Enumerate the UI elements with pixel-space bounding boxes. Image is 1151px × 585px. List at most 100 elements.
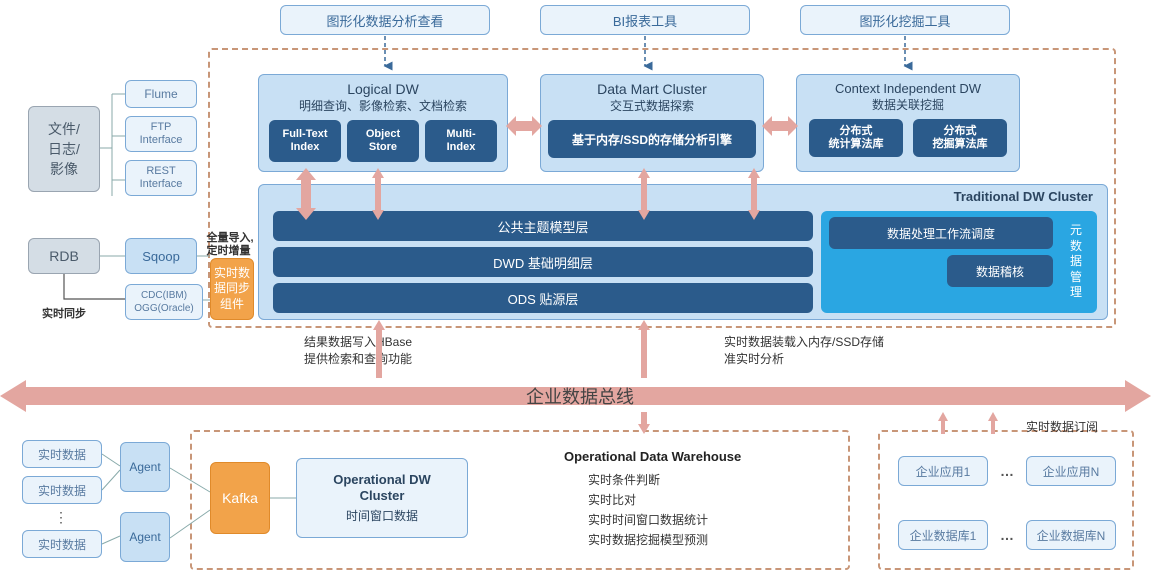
rdb-box: RDB (28, 238, 100, 274)
odw-item-text: 实时比对 (588, 491, 636, 508)
cdc-box: CDC(IBM) OGG(Oracle) (125, 284, 203, 320)
dots: … (1000, 527, 1014, 543)
dots: … (1000, 463, 1014, 479)
file-log-image-label: 文件/ 日志/ 影像 (48, 119, 80, 179)
mid-note-right-text: 实时数据装载入内存/SSD存储 准实时分析 (724, 334, 884, 368)
biarrow-logical-datamart (506, 114, 542, 138)
subscribe-label: 实时数据订阅 (1002, 418, 1122, 434)
dw-layer: 公共主题模型层 (273, 211, 813, 241)
realtime-data-label: 实时数据 (38, 482, 86, 499)
app-label: 企业应用N (1043, 463, 1100, 480)
dw-layer: ODS 贴源层 (273, 283, 813, 313)
app-box: 企业数据库N (1026, 520, 1116, 550)
ellipsis-vert: ⋮ (52, 505, 72, 529)
module-label: Multi- Index (446, 128, 475, 154)
app-box: 企业应用1 (898, 456, 988, 486)
realtime-data-box-1: 实时数据 (22, 440, 102, 468)
context-dw-panel: Context Independent DW 数据关联挖掘 分布式 统计算法库 … (796, 74, 1020, 172)
biarrow-v-4 (748, 168, 760, 220)
realtime-data-label: 实时数据 (38, 446, 86, 463)
logical-dw-module: Multi- Index (425, 120, 497, 162)
conn-rt-agent (102, 452, 122, 562)
module-label: Full-Text Index (282, 128, 327, 154)
top-tool-viz: 图形化数据分析查看 (280, 5, 490, 35)
cdc-label: CDC(IBM) OGG(Oracle) (134, 289, 193, 315)
app-box: 企业应用N (1026, 456, 1116, 486)
arrow-bus-down (638, 412, 650, 434)
odw-title-text: Operational Data Warehouse (564, 449, 741, 464)
bus-label-text: 企业数据总线 (526, 383, 634, 409)
dw-side-label: 数据稽核 (976, 263, 1024, 280)
conn-agent-kafka (170, 466, 210, 540)
odw-item: 实时条件判断 (588, 470, 808, 488)
kafka-label: Kafka (222, 490, 258, 506)
rdb-note: 实时同步 (28, 304, 100, 322)
dw-side: 数据处理工作流调度 (829, 217, 1053, 249)
app-dots: … (994, 456, 1020, 486)
module-label: 分布式 统计算法库 (829, 125, 884, 151)
bus-label: 企业数据总线 (490, 382, 670, 410)
sync-component-box: 实时数 据同步 组件 (210, 258, 254, 320)
adapter-flume: Flume (125, 80, 197, 108)
conn-rdb-sqoop (100, 254, 125, 258)
dw-side-wrapper: 数据处理工作流调度 数据稽核 元 数 据 管 理 (821, 211, 1097, 313)
odw-item: 实时比对 (588, 490, 808, 508)
agent-box-2: Agent (120, 512, 170, 562)
odw-item: 实时时间窗口数据统计 (588, 510, 808, 528)
app-box: 企业数据库1 (898, 520, 988, 550)
adapter-label: REST Interface (140, 165, 183, 191)
adapter-label: Flume (144, 87, 177, 101)
adapter-rest: REST Interface (125, 160, 197, 196)
context-dw-module: 分布式 统计算法库 (809, 119, 903, 157)
conn-adapters (100, 92, 130, 202)
odw-cluster-sub: 时间窗口数据 (346, 507, 418, 524)
data-mart-panel: Data Mart Cluster 交互式数据探索 基于内存/SSD的存储分析引… (540, 74, 764, 172)
context-dw-subtitle: 数据关联挖掘 (872, 96, 944, 113)
odw-title: Operational Data Warehouse (564, 446, 824, 466)
file-log-image-box: 文件/ 日志/ 影像 (28, 106, 100, 192)
top-tool-bi: BI报表工具 (540, 5, 750, 35)
odw-item-text: 实时时间窗口数据统计 (588, 511, 708, 528)
odw-item-text: 实时数据挖掘模型预测 (588, 531, 708, 548)
dw-layer: DWD 基础明细层 (273, 247, 813, 277)
context-dw-title: Context Independent DW (835, 81, 981, 96)
traditional-dw-panel: Traditional DW Cluster 公共主题模型层 DWD 基础明细层… (258, 184, 1108, 320)
rdb-note-text: 实时同步 (42, 305, 86, 321)
realtime-data-box-2: 实时数据 (22, 476, 102, 504)
app-label: 企业数据库1 (910, 527, 977, 544)
biarrow-datamart-context (762, 114, 798, 138)
top-tool-label: BI报表工具 (613, 11, 677, 30)
app-label: 企业应用1 (916, 463, 971, 480)
context-dw-module: 分布式 挖掘算法库 (913, 119, 1007, 157)
biarrow-v-1 (294, 168, 318, 220)
odw-item-text: 实时条件判断 (588, 471, 660, 488)
top-tool-label: 图形化数据分析查看 (326, 11, 443, 30)
adapter-ftp: FTP Interface (125, 116, 197, 152)
biarrow-v-3 (638, 168, 650, 220)
biarrow-v-2 (372, 168, 384, 220)
sync-component-label: 实时数 据同步 组件 (214, 266, 250, 313)
dw-side: 数据稽核 (947, 255, 1053, 287)
logical-dw-subtitle: 明细查询、影像检索、文档检索 (299, 97, 467, 114)
odw-cluster-title: Operational DW Cluster (333, 472, 431, 503)
sqoop-label: Sqoop (142, 249, 180, 264)
data-mart-title: Data Mart Cluster (597, 81, 707, 97)
module-label: 分布式 挖掘算法库 (933, 125, 988, 151)
logical-dw-panel: Logical DW 明细查询、影像检索、文档检索 Full-Text Inde… (258, 74, 508, 172)
realtime-data-box-3: 实时数据 (22, 530, 102, 558)
arrow-sub-up-2 (988, 412, 998, 434)
dw-meta: 元 数 据 管 理 (1061, 217, 1091, 307)
conn-kafka-odw (270, 496, 296, 500)
agent-box-1: Agent (120, 442, 170, 492)
mid-note-left: 结果数据写入HBase 提供检索和查询功能 (304, 334, 524, 368)
odw-cluster-box: Operational DW Cluster 时间窗口数据 (296, 458, 468, 538)
agent-label: Agent (129, 460, 160, 474)
traditional-dw-title: Traditional DW Cluster (954, 189, 1093, 204)
logical-dw-module: Full-Text Index (269, 120, 341, 162)
arrow-bus-up-1 (373, 320, 385, 378)
top-tool-mining: 图形化挖掘工具 (800, 5, 1010, 35)
logical-dw-title: Logical DW (347, 81, 419, 97)
top-tool-label: 图形化挖掘工具 (859, 11, 950, 30)
kafka-box: Kafka (210, 462, 270, 534)
rdb-label: RDB (49, 248, 79, 264)
